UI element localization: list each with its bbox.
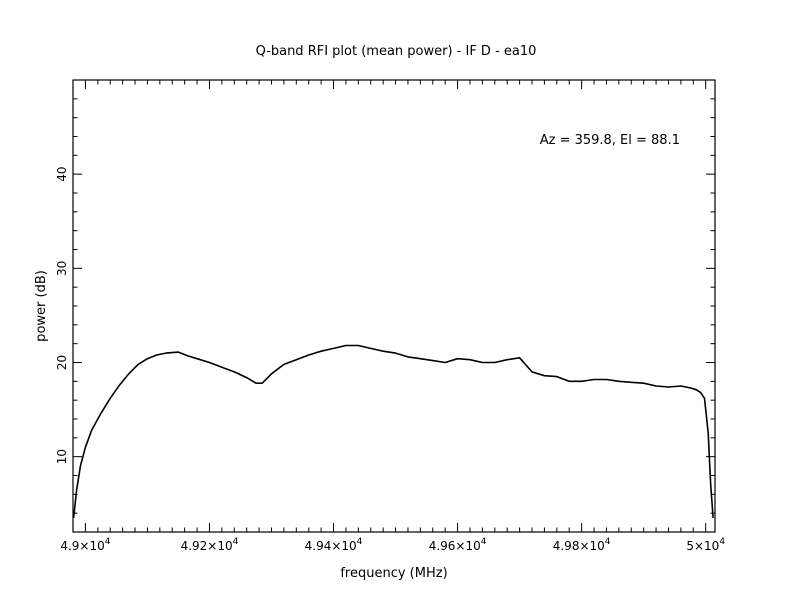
- x-tick-label: 4.98×104: [553, 537, 611, 553]
- series-line: [72, 344, 714, 518]
- chart-title: Q-band RFI plot (mean power) - IF D - ea…: [256, 44, 537, 59]
- y-axis: 10 20 30 40: [55, 79, 715, 533]
- y-tick-label: 10: [55, 449, 69, 464]
- y-tick-label: 30: [55, 261, 69, 276]
- x-axis-label: frequency (MHz): [340, 566, 447, 581]
- az-el-annotation: Az = 359.8, El = 88.1: [540, 133, 680, 148]
- y-axis-label: power (dB): [34, 270, 49, 342]
- y-tick-label: 40: [55, 167, 69, 182]
- y-tick-label: 20: [55, 355, 69, 370]
- x-tick-label: 5×104: [686, 537, 725, 553]
- x-tick-label: 4.94×104: [305, 537, 363, 553]
- x-tick-label: 4.9×104: [60, 537, 110, 553]
- x-tick-label: 4.96×104: [429, 537, 487, 553]
- x-tick-label: 4.92×104: [181, 537, 239, 553]
- x-axis: 4.9×104 4.92×104 4.94×104 4.96×104 4.98×104 5…: [60, 80, 725, 553]
